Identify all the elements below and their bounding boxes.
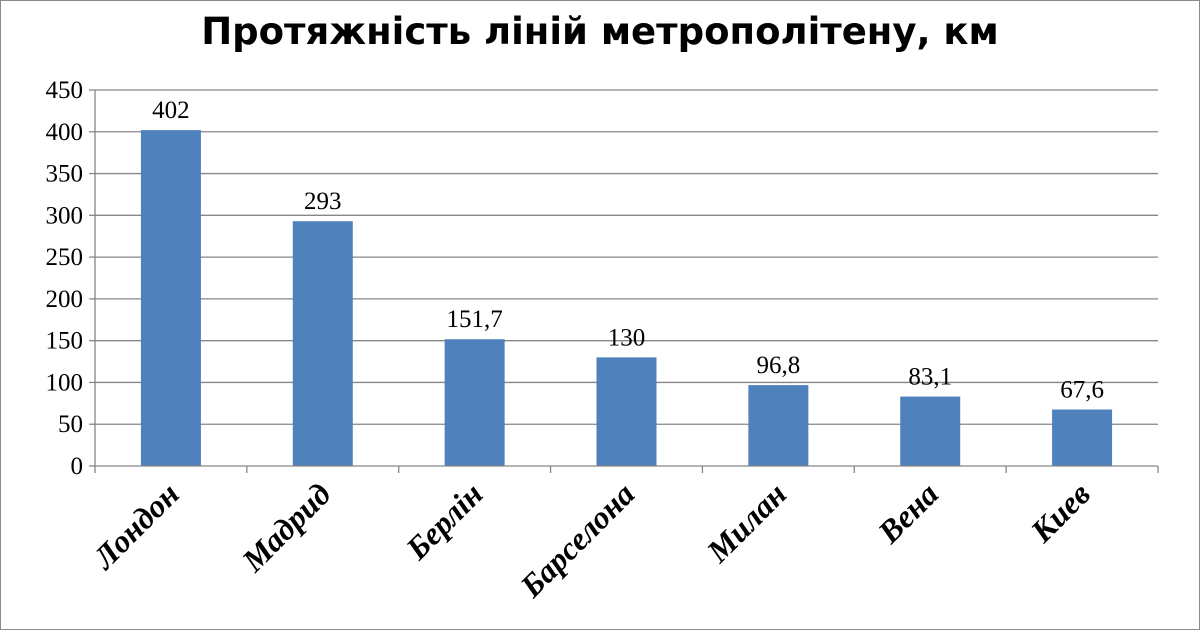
data-label: 293: [304, 188, 342, 215]
y-tick-label: 450: [46, 77, 84, 104]
chart-title: Протяжність ліній метрополітену, км: [201, 10, 999, 53]
y-tick-label: 250: [46, 244, 84, 271]
bar: [1052, 409, 1113, 466]
data-label: 402: [152, 97, 190, 124]
data-label: 96,8: [756, 352, 800, 379]
bar: [444, 339, 505, 466]
category-label: Вена: [870, 475, 945, 550]
bar: [748, 385, 809, 466]
category-label: Милан: [699, 475, 793, 569]
category-label: Лондон: [85, 475, 186, 576]
bar: [292, 221, 353, 466]
y-tick-label: 200: [46, 286, 84, 313]
data-label: 130: [608, 324, 646, 351]
category-label: Мадрид: [234, 475, 338, 579]
data-label: 83,1: [908, 364, 952, 391]
bar: [596, 357, 657, 466]
y-tick-label: 400: [46, 119, 84, 146]
y-tick-label: 300: [46, 202, 84, 229]
y-tick-label: 0: [71, 453, 84, 480]
y-tick-label: 350: [46, 161, 84, 188]
category-label: Барселона: [512, 475, 641, 604]
category-label: Берлін: [398, 475, 489, 566]
axes: [89, 89, 1159, 473]
data-label: 67,6: [1060, 377, 1104, 404]
y-tick-label: 100: [46, 369, 84, 396]
y-tick-label: 150: [46, 328, 84, 355]
bars: [140, 130, 1113, 466]
data-label: 151,7: [447, 306, 503, 333]
category-label: Киев: [1023, 475, 1097, 549]
y-tick-label: 50: [58, 411, 83, 438]
bar: [140, 130, 201, 466]
bar: [900, 396, 961, 466]
gridlines: [95, 89, 1158, 425]
